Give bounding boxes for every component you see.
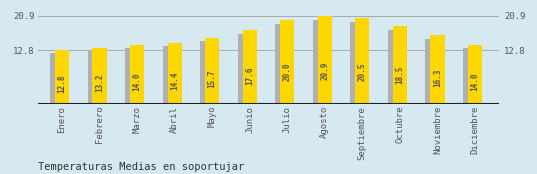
- Bar: [280, 20, 294, 104]
- Bar: [130, 45, 144, 104]
- Bar: [200, 41, 214, 104]
- Bar: [463, 48, 477, 104]
- Bar: [350, 22, 365, 104]
- Text: 20.5: 20.5: [358, 62, 367, 81]
- Bar: [430, 35, 445, 104]
- Bar: [55, 50, 69, 104]
- Bar: [275, 24, 289, 104]
- Bar: [92, 48, 107, 104]
- Text: 14.0: 14.0: [133, 73, 142, 91]
- Text: 20.9: 20.9: [320, 61, 329, 80]
- Text: 17.6: 17.6: [245, 67, 254, 85]
- Text: 18.5: 18.5: [395, 65, 404, 84]
- Bar: [88, 51, 102, 104]
- Bar: [163, 46, 177, 104]
- Text: 12.8: 12.8: [57, 74, 67, 93]
- Text: Temperaturas Medias en soportujar: Temperaturas Medias en soportujar: [38, 162, 244, 172]
- Bar: [243, 30, 257, 104]
- Bar: [468, 45, 482, 104]
- Bar: [50, 53, 64, 104]
- Text: 14.0: 14.0: [470, 73, 480, 91]
- Bar: [238, 34, 252, 104]
- Bar: [388, 30, 402, 104]
- Bar: [168, 43, 182, 104]
- Text: 14.4: 14.4: [170, 72, 179, 90]
- Bar: [425, 39, 440, 104]
- Bar: [318, 16, 332, 104]
- Bar: [393, 26, 407, 104]
- Text: 16.3: 16.3: [433, 69, 442, 87]
- Text: 15.7: 15.7: [208, 70, 217, 88]
- Text: 20.0: 20.0: [283, 63, 292, 81]
- Bar: [355, 18, 369, 104]
- Text: 13.2: 13.2: [95, 74, 104, 92]
- Bar: [313, 20, 327, 104]
- Bar: [125, 48, 139, 104]
- Bar: [205, 38, 219, 104]
